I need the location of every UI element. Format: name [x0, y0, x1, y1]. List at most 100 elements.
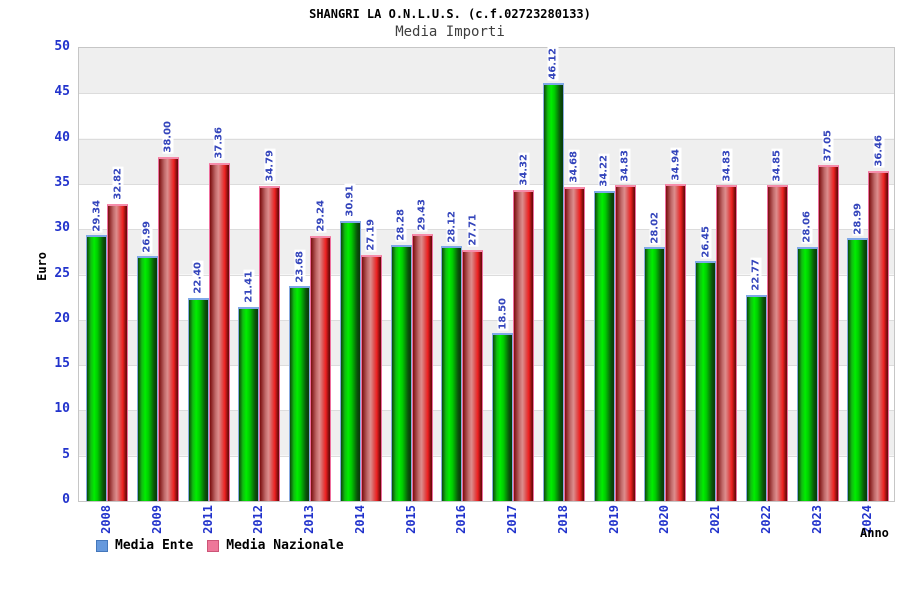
legend-label: Media Nazionale	[226, 538, 344, 553]
bar-value-label: 29.34	[91, 198, 102, 233]
bar-media-ente-2021	[695, 261, 716, 501]
bar-media-ente-2012	[238, 307, 260, 501]
x-tick-label-2017: 2017	[505, 505, 519, 534]
bar-value-label: 34.85	[771, 148, 783, 183]
bar-media-nazionale-2019	[614, 185, 636, 501]
y-tick-label: 0	[62, 492, 70, 507]
x-tick-label-2014: 2014	[352, 505, 367, 534]
bar-value-label: 22.77	[750, 258, 762, 292]
gridline	[79, 274, 894, 276]
bar-value-label: 23.68	[294, 249, 305, 284]
plot-area: 29.34 32.82 26.99 38.00 22.40 37.36 21.41 34.79…	[78, 46, 895, 502]
gridline	[79, 138, 894, 140]
y-tick-label: 15	[54, 356, 70, 372]
bar-value-label: 34.32	[518, 153, 529, 188]
x-tick-label-2012: 2012	[251, 505, 266, 534]
bar-media-nazionale-2009	[157, 156, 179, 501]
bar-value-label: 29.43	[416, 197, 428, 232]
bar-media-ente-2018	[542, 83, 564, 501]
bar-media-nazionale-2014	[360, 254, 382, 501]
bar-media-nazionale-2013	[310, 236, 331, 501]
bar-value-label: 26.45	[700, 224, 711, 259]
bar-value-label: 27.19	[365, 218, 377, 252]
bar-value-label: 29.24	[315, 199, 326, 234]
x-tick-label-2015: 2015	[403, 505, 418, 534]
bar-value-label: 34.79	[264, 149, 276, 183]
bar-media-nazionale-2012	[259, 185, 281, 501]
bar-media-ente-2024	[847, 238, 869, 501]
bar-media-nazionale-2016	[462, 249, 484, 501]
bar-value-label: 18.50	[497, 296, 508, 331]
bar-media-ente-2014	[339, 220, 361, 501]
bar-value-label: 34.83	[619, 148, 631, 183]
bar-value-label: 46.12	[547, 46, 559, 81]
y-tick-label: 5	[62, 446, 70, 462]
x-tick-label-2021: 2021	[708, 505, 722, 534]
bar-media-nazionale-2018	[563, 186, 585, 501]
x-tick-label-2020: 2020	[657, 505, 672, 534]
x-tick-label-2011: 2011	[200, 505, 215, 534]
gridline	[79, 410, 894, 412]
bar-value-label: 34.83	[721, 148, 732, 183]
bar-value-label: 22.40	[192, 261, 204, 296]
bar-media-nazionale-2023	[817, 165, 839, 501]
bar-value-label: 37.05	[822, 128, 834, 163]
bar-media-nazionale-2017	[513, 190, 534, 501]
gridline	[79, 229, 894, 231]
bar-value-label: 34.68	[568, 150, 580, 184]
bar-value-label: 34.94	[670, 147, 682, 182]
y-tick-label: 10	[54, 401, 70, 417]
bar-value-label: 28.06	[801, 210, 813, 244]
gridline	[79, 183, 894, 185]
bar-value-label: 28.28	[395, 208, 407, 242]
legend-swatch-media-nazionale	[207, 539, 220, 552]
y-axis-title: Euro	[35, 252, 49, 281]
gridline	[79, 455, 894, 457]
bar-media-nazionale-2022	[766, 185, 788, 501]
legend-swatch-media-ente	[96, 539, 108, 552]
bar-value-label: 26.99	[141, 219, 153, 254]
bar-value-label: 36.46	[873, 134, 885, 168]
legend-label: Media Ente	[115, 538, 194, 553]
gridline	[79, 365, 894, 367]
bar-media-ente-2016	[441, 246, 463, 501]
gridline	[79, 319, 894, 321]
bar-value-label: 28.12	[446, 209, 458, 244]
bar-value-label: 27.71	[467, 213, 479, 247]
bar-media-ente-2023	[796, 246, 818, 501]
y-tick-label: 40	[54, 129, 70, 145]
bar-value-label: 37.36	[213, 125, 225, 160]
chart-subtitle: Media Importi	[395, 24, 505, 40]
y-tick-label: 30	[54, 220, 70, 236]
bar-media-ente-2013	[289, 286, 310, 501]
x-tick-label-2009: 2009	[149, 505, 164, 534]
gridline	[79, 93, 894, 95]
x-axis-title: Anno	[860, 526, 889, 540]
bar-media-nazionale-2021	[716, 185, 737, 501]
bar-value-label: 34.22	[598, 154, 610, 188]
bar-media-nazionale-2015	[411, 234, 433, 501]
y-tick-label: 50	[54, 39, 70, 54]
bar-media-ente-2008	[86, 235, 107, 501]
y-tick-label: 45	[54, 84, 70, 100]
chart-title: SHANGRI LA O.N.L.U.S. (c.f.02723280133)	[309, 7, 591, 21]
bar-media-ente-2022	[745, 294, 767, 501]
x-tick-label-2023: 2023	[809, 505, 824, 534]
legend-item-media-ente: Media Ente	[96, 538, 193, 553]
x-tick-label-2013: 2013	[302, 505, 316, 534]
legend: Media Ente Media Nazionale	[96, 538, 344, 553]
legend-item-media-nazionale: Media Nazionale	[207, 538, 344, 553]
bar-media-nazionale-2020	[665, 184, 687, 501]
bar-media-nazionale-2011	[208, 162, 230, 501]
bar-media-nazionale-2008	[107, 203, 128, 501]
bar-media-ente-2017	[492, 333, 513, 501]
bar-value-label: 38.00	[162, 120, 174, 154]
bar-value-label: 32.82	[112, 167, 123, 201]
bar-media-ente-2009	[136, 256, 158, 501]
y-tick-label: 20	[54, 310, 70, 326]
bar-value-label: 30.91	[344, 184, 356, 218]
bar-media-ente-2015	[390, 244, 412, 501]
bar-media-nazionale-2024	[868, 170, 890, 501]
y-tick-label: 35	[54, 174, 70, 190]
